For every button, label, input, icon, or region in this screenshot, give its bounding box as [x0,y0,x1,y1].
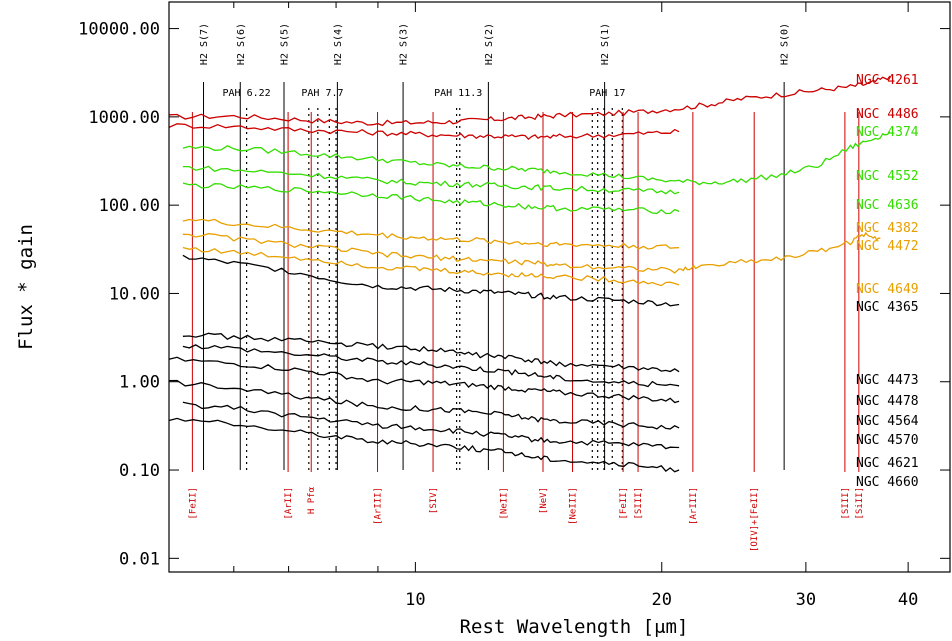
h2-label-4: H2 S(3) [399,23,410,65]
ion-label-12: [SIII] [841,487,851,520]
series-label-3: NGC 4552 [856,169,919,184]
series-line-8 [182,254,680,307]
axes: 10000.00 1000.00 100.00 10.00 1.00 0.10 0.01 10… [78,2,950,610]
series-label-6: NGC 4472 [856,239,919,254]
series-label-2: NGC 4374 [856,125,919,140]
line-labels: H2 S(7) H2 S(6) H2 S(5) H2 S(4) H2 S(3) H2 S(… [188,23,864,552]
series-label-11: NGC 4564 [856,414,919,429]
series-label-0: NGC 4261 [856,73,919,88]
ion-label-9: [SIII] [634,487,644,520]
series-line-14 [168,417,680,473]
series-label-4: NGC 4636 [856,198,919,213]
ion-label-1: [ArII] [284,487,294,520]
series-line-6 [182,231,881,274]
series-line-12 [168,379,680,430]
galaxy-labels: NGC 4261 NGC 4486 NGC 4374 NGC 4552 NGC 4636… [856,73,919,490]
ion-label-10: [ArIII] [689,487,699,525]
y-axis-title: Flux * gain [15,224,37,350]
series-line-10 [182,344,680,388]
pah-label-2: PAH 11.3 [434,88,482,99]
spectra-series [168,75,891,473]
series-label-7: NGC 4649 [856,282,919,297]
ion-label-5: [NeII] [499,487,509,520]
series-line-2 [182,131,891,186]
series-label-9: NGC 4473 [856,373,919,388]
series-line-0 [168,75,891,127]
h2-label-3: H2 S(4) [333,23,344,65]
series-label-8: NGC 4365 [856,300,919,315]
series-label-14: NGC 4660 [856,475,919,490]
y-tick-label-4: 1.00 [119,373,160,393]
y-tick-label-0: 10000.00 [78,20,160,40]
series-line-5 [182,218,680,250]
ion-label-4: [SIV] [429,487,439,514]
pah-label-3: PAH 17 [589,88,625,99]
y-tick-label-2: 100.00 [99,196,160,216]
series-line-4 [182,182,680,215]
ion-label-13: [SiII] [855,487,865,520]
series-label-12: NGC 4570 [856,433,919,448]
ion-label-11: [OIV]+[FeII] [750,487,760,552]
series-line-13 [182,401,680,450]
x-tick-label-0: 10 [405,590,425,610]
y-tick-label-1: 1000.00 [88,108,160,128]
h2-label-1: H2 S(6) [236,23,247,65]
pah-label-0: PAH 6.22 [223,88,271,99]
series-label-5: NGC 4382 [856,221,919,236]
series-line-11 [168,356,680,404]
ion-label-8: [FeII] [619,487,629,520]
ion-label-6: [NeV] [539,487,549,514]
ion-label-2: H Pfα [307,486,317,514]
x-axis-title: Rest Wavelength [μm] [460,616,689,638]
ion-label-3: [ArIII] [374,487,384,525]
series-line-3 [182,165,680,195]
ion-label-0: [FeII] [188,487,198,520]
series-label-13: NGC 4621 [856,456,919,471]
ion-label-7: [NeIII] [569,487,579,525]
series-label-10: NGC 4478 [856,394,919,409]
h2-label-6: H2 S(1) [600,23,611,65]
series-line-1 [168,123,680,140]
series-line-7 [182,246,680,287]
series-label-1: NGC 4486 [856,107,919,122]
y-tick-label-3: 10.00 [109,284,160,304]
x-tick-label-2: 30 [796,590,816,610]
y-tick-label-5: 0.10 [119,461,160,481]
pah-label-1: PAH 7.7 [301,88,343,99]
line-markers [191,82,860,472]
h2-label-2: H2 S(5) [279,23,290,65]
series-line-9 [182,332,680,373]
plot-frame [168,1,951,573]
y-tick-label-6: 0.01 [119,549,160,569]
x-tick-label-1: 20 [652,590,672,610]
h2-label-7: H2 S(0) [780,23,791,65]
h2-label-0: H2 S(7) [199,23,210,65]
x-tick-label-3: 40 [898,590,918,610]
h2-label-5: H2 S(2) [484,23,495,65]
